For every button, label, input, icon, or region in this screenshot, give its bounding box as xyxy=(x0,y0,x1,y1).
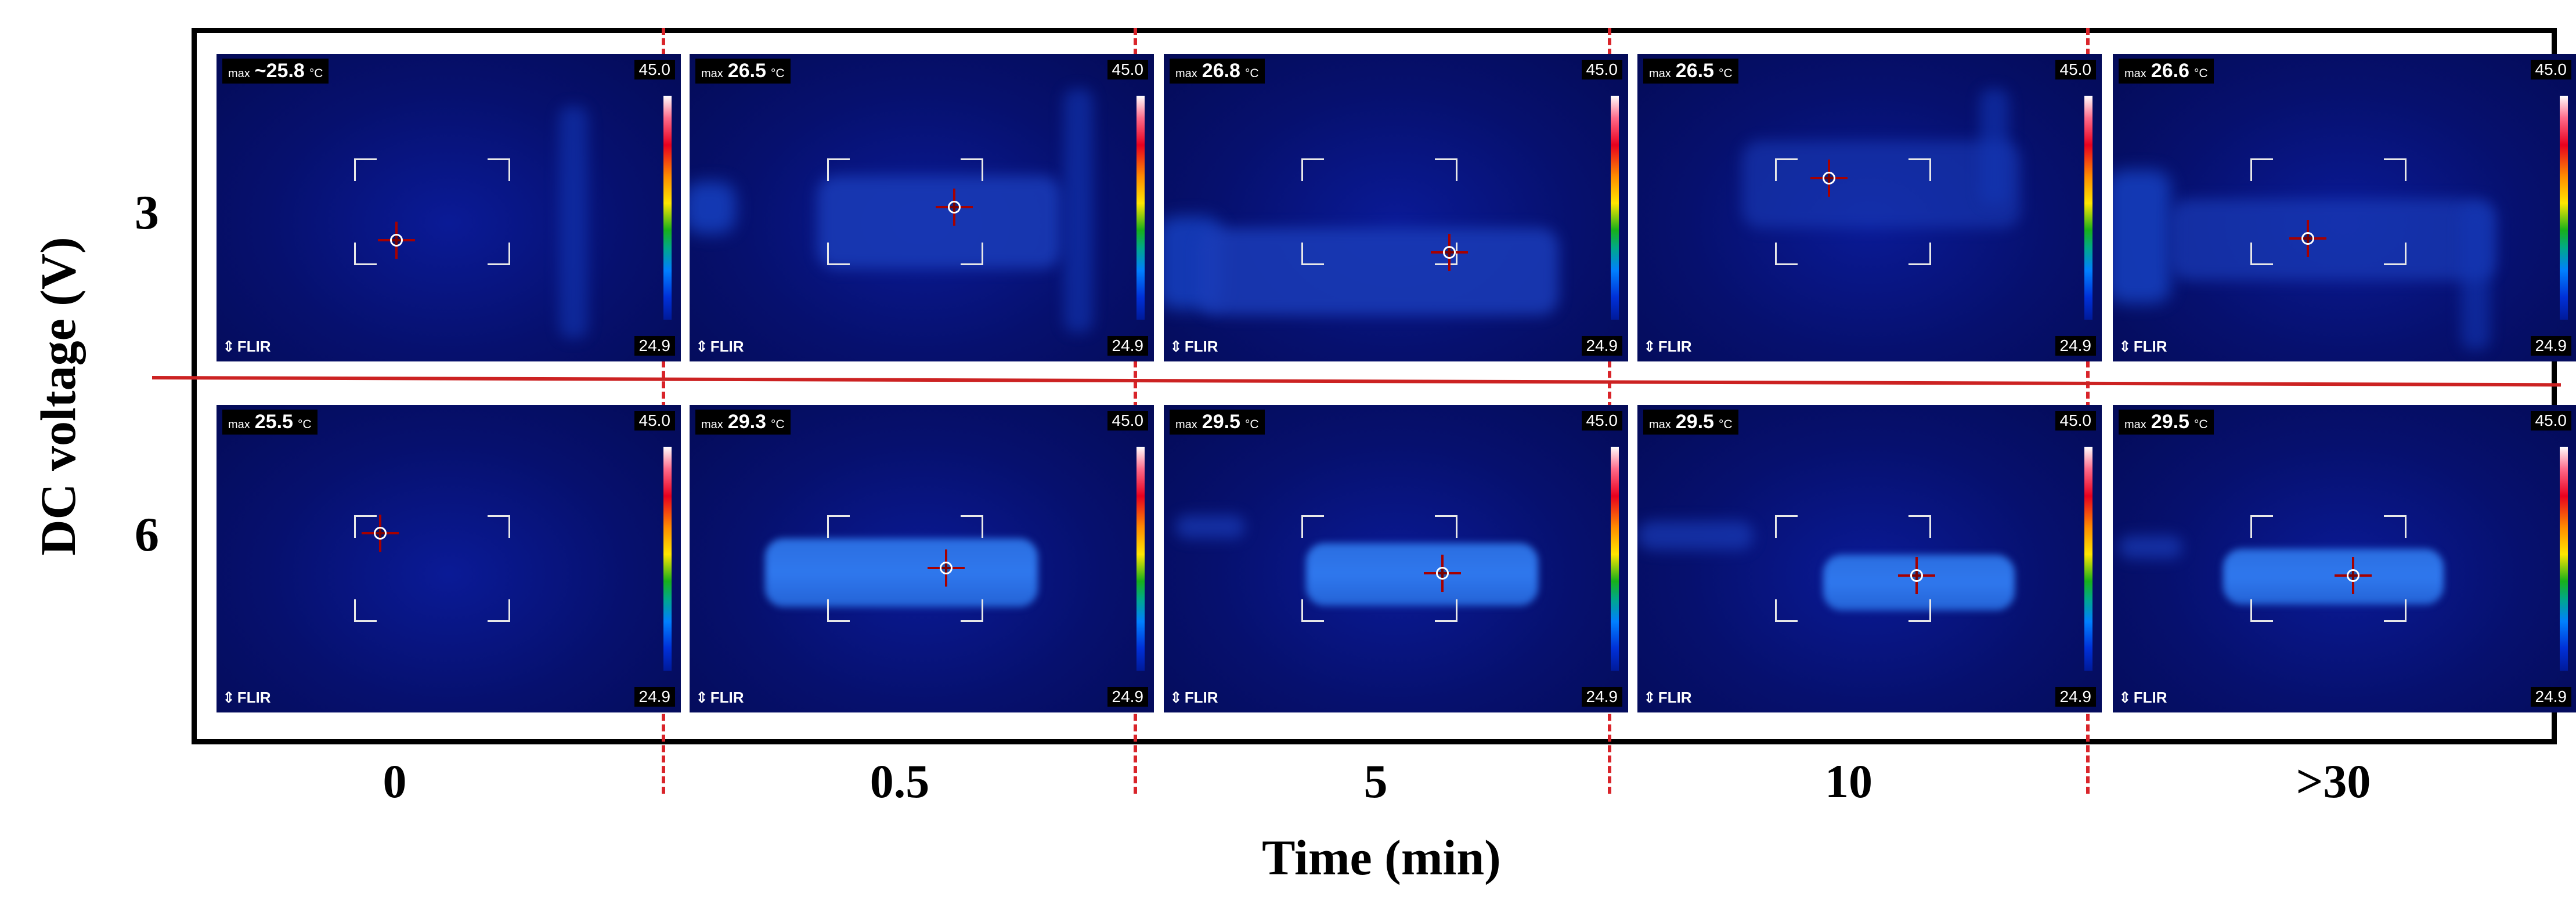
crosshair-icon xyxy=(378,222,415,259)
flir-logo-icon: ⇕ FLIR xyxy=(695,338,744,355)
scale-max-label: 45.0 xyxy=(1581,60,1622,79)
max-temperature-label: max 29.5 °C xyxy=(1643,410,1738,435)
max-temperature-label: max 29.3 °C xyxy=(695,410,791,435)
max-temperature-label: max 25.5 °C xyxy=(222,410,318,435)
scale-max-label: 45.0 xyxy=(634,411,675,431)
column-label-0: 0 xyxy=(383,755,407,808)
thermal-image-6v-0min: max 25.5 °C 45.0 24.9 ⇕ FLIR xyxy=(217,405,681,712)
row-label-3v: 3 xyxy=(135,186,159,240)
thermal-image-3v-30min: max 26.6 °C 45.0 24.9 ⇕ FLIR xyxy=(2113,54,2576,361)
scale-min-label: 24.9 xyxy=(1581,336,1622,356)
scale-min-label: 24.9 xyxy=(1107,687,1148,707)
column-label-30: >30 xyxy=(2296,755,2371,808)
row-label-6v: 6 xyxy=(135,508,159,562)
max-temperature-label: max 26.5 °C xyxy=(695,59,791,84)
color-scale-bar xyxy=(2560,447,2568,671)
crosshair-icon xyxy=(2335,557,2372,594)
scale-max-label: 45.0 xyxy=(1581,411,1622,431)
scale-min-label: 24.9 xyxy=(1581,687,1622,707)
max-temperature-label: max 26.6 °C xyxy=(2119,59,2214,84)
scale-max-label: 45.0 xyxy=(2530,411,2571,431)
crosshair-icon xyxy=(362,515,399,552)
color-scale-bar xyxy=(1137,447,1145,671)
scale-min-label: 24.9 xyxy=(2055,336,2096,356)
scale-max-label: 45.0 xyxy=(634,60,675,79)
thermal-image-3v-0.5min: max 26.5 °C 45.0 24.9 ⇕ FLIR xyxy=(690,54,1154,361)
crosshair-icon xyxy=(1431,234,1468,271)
thermal-image-3v-5min: max 26.8 °C 45.0 24.9 ⇕ FLIR xyxy=(1164,54,1628,361)
crosshair-icon xyxy=(928,549,965,587)
color-scale-bar xyxy=(1137,96,1145,320)
thermal-image-6v-10min: max 29.5 °C 45.0 24.9 ⇕ FLIR xyxy=(1637,405,2102,712)
flir-logo-icon: ⇕ FLIR xyxy=(1170,338,1218,355)
y-axis-title: DC voltage (V) xyxy=(30,237,86,556)
crosshair-icon xyxy=(1810,160,1848,197)
color-scale-bar xyxy=(2560,96,2568,320)
scale-max-label: 45.0 xyxy=(2530,60,2571,79)
scale-min-label: 24.9 xyxy=(1107,336,1148,356)
scale-max-label: 45.0 xyxy=(2055,411,2096,431)
color-scale-bar xyxy=(663,96,672,320)
column-label-5: 5 xyxy=(1363,755,1388,808)
color-scale-bar xyxy=(2084,447,2092,671)
x-axis-title: Time (min) xyxy=(1262,830,1501,885)
crosshair-icon xyxy=(1424,555,1461,592)
thermal-image-3v-0min: max ~25.8 °C 45.0 24.9 ⇕ FLIR xyxy=(217,54,681,361)
column-label-10: 10 xyxy=(1825,755,1873,808)
scale-min-label: 24.9 xyxy=(634,336,675,356)
max-temperature-label: max 29.5 °C xyxy=(2119,410,2214,435)
thermal-image-6v-0.5min: max 29.3 °C 45.0 24.9 ⇕ FLIR xyxy=(690,405,1154,712)
thermal-image-6v-5min: max 29.5 °C 45.0 24.9 ⇕ FLIR xyxy=(1164,405,1628,712)
scale-max-label: 45.0 xyxy=(2055,60,2096,79)
color-scale-bar xyxy=(2084,96,2092,320)
flir-logo-icon: ⇕ FLIR xyxy=(1170,689,1218,706)
scale-min-label: 24.9 xyxy=(2055,687,2096,707)
thermal-image-6v-30min: max 29.5 °C 45.0 24.9 ⇕ FLIR xyxy=(2113,405,2576,712)
scale-min-label: 24.9 xyxy=(2530,687,2571,707)
scale-max-label: 45.0 xyxy=(1107,60,1148,79)
flir-logo-icon: ⇕ FLIR xyxy=(695,689,744,706)
column-label-0.5: 0.5 xyxy=(870,755,930,808)
color-scale-bar xyxy=(1611,96,1619,320)
scale-min-label: 24.9 xyxy=(634,687,675,707)
max-temperature-label: max 26.8 °C xyxy=(1170,59,1265,84)
crosshair-icon xyxy=(936,189,973,226)
flir-logo-icon: ⇕ FLIR xyxy=(2119,689,2167,706)
flir-logo-icon: ⇕ FLIR xyxy=(222,338,271,355)
max-temperature-label: max 29.5 °C xyxy=(1170,410,1265,435)
flir-logo-icon: ⇕ FLIR xyxy=(222,689,271,706)
flir-logo-icon: ⇕ FLIR xyxy=(2119,338,2167,355)
flir-logo-icon: ⇕ FLIR xyxy=(1643,689,1692,706)
thermal-image-3v-10min: max 26.5 °C 45.0 24.9 ⇕ FLIR xyxy=(1637,54,2102,361)
scale-min-label: 24.9 xyxy=(2530,336,2571,356)
max-temperature-label: max 26.5 °C xyxy=(1643,59,1738,84)
crosshair-icon xyxy=(2289,220,2326,257)
color-scale-bar xyxy=(663,447,672,671)
scale-max-label: 45.0 xyxy=(1107,411,1148,431)
crosshair-icon xyxy=(1898,557,1935,594)
flir-logo-icon: ⇕ FLIR xyxy=(1643,338,1692,355)
color-scale-bar xyxy=(1611,447,1619,671)
max-temperature-label: max ~25.8 °C xyxy=(222,59,329,84)
